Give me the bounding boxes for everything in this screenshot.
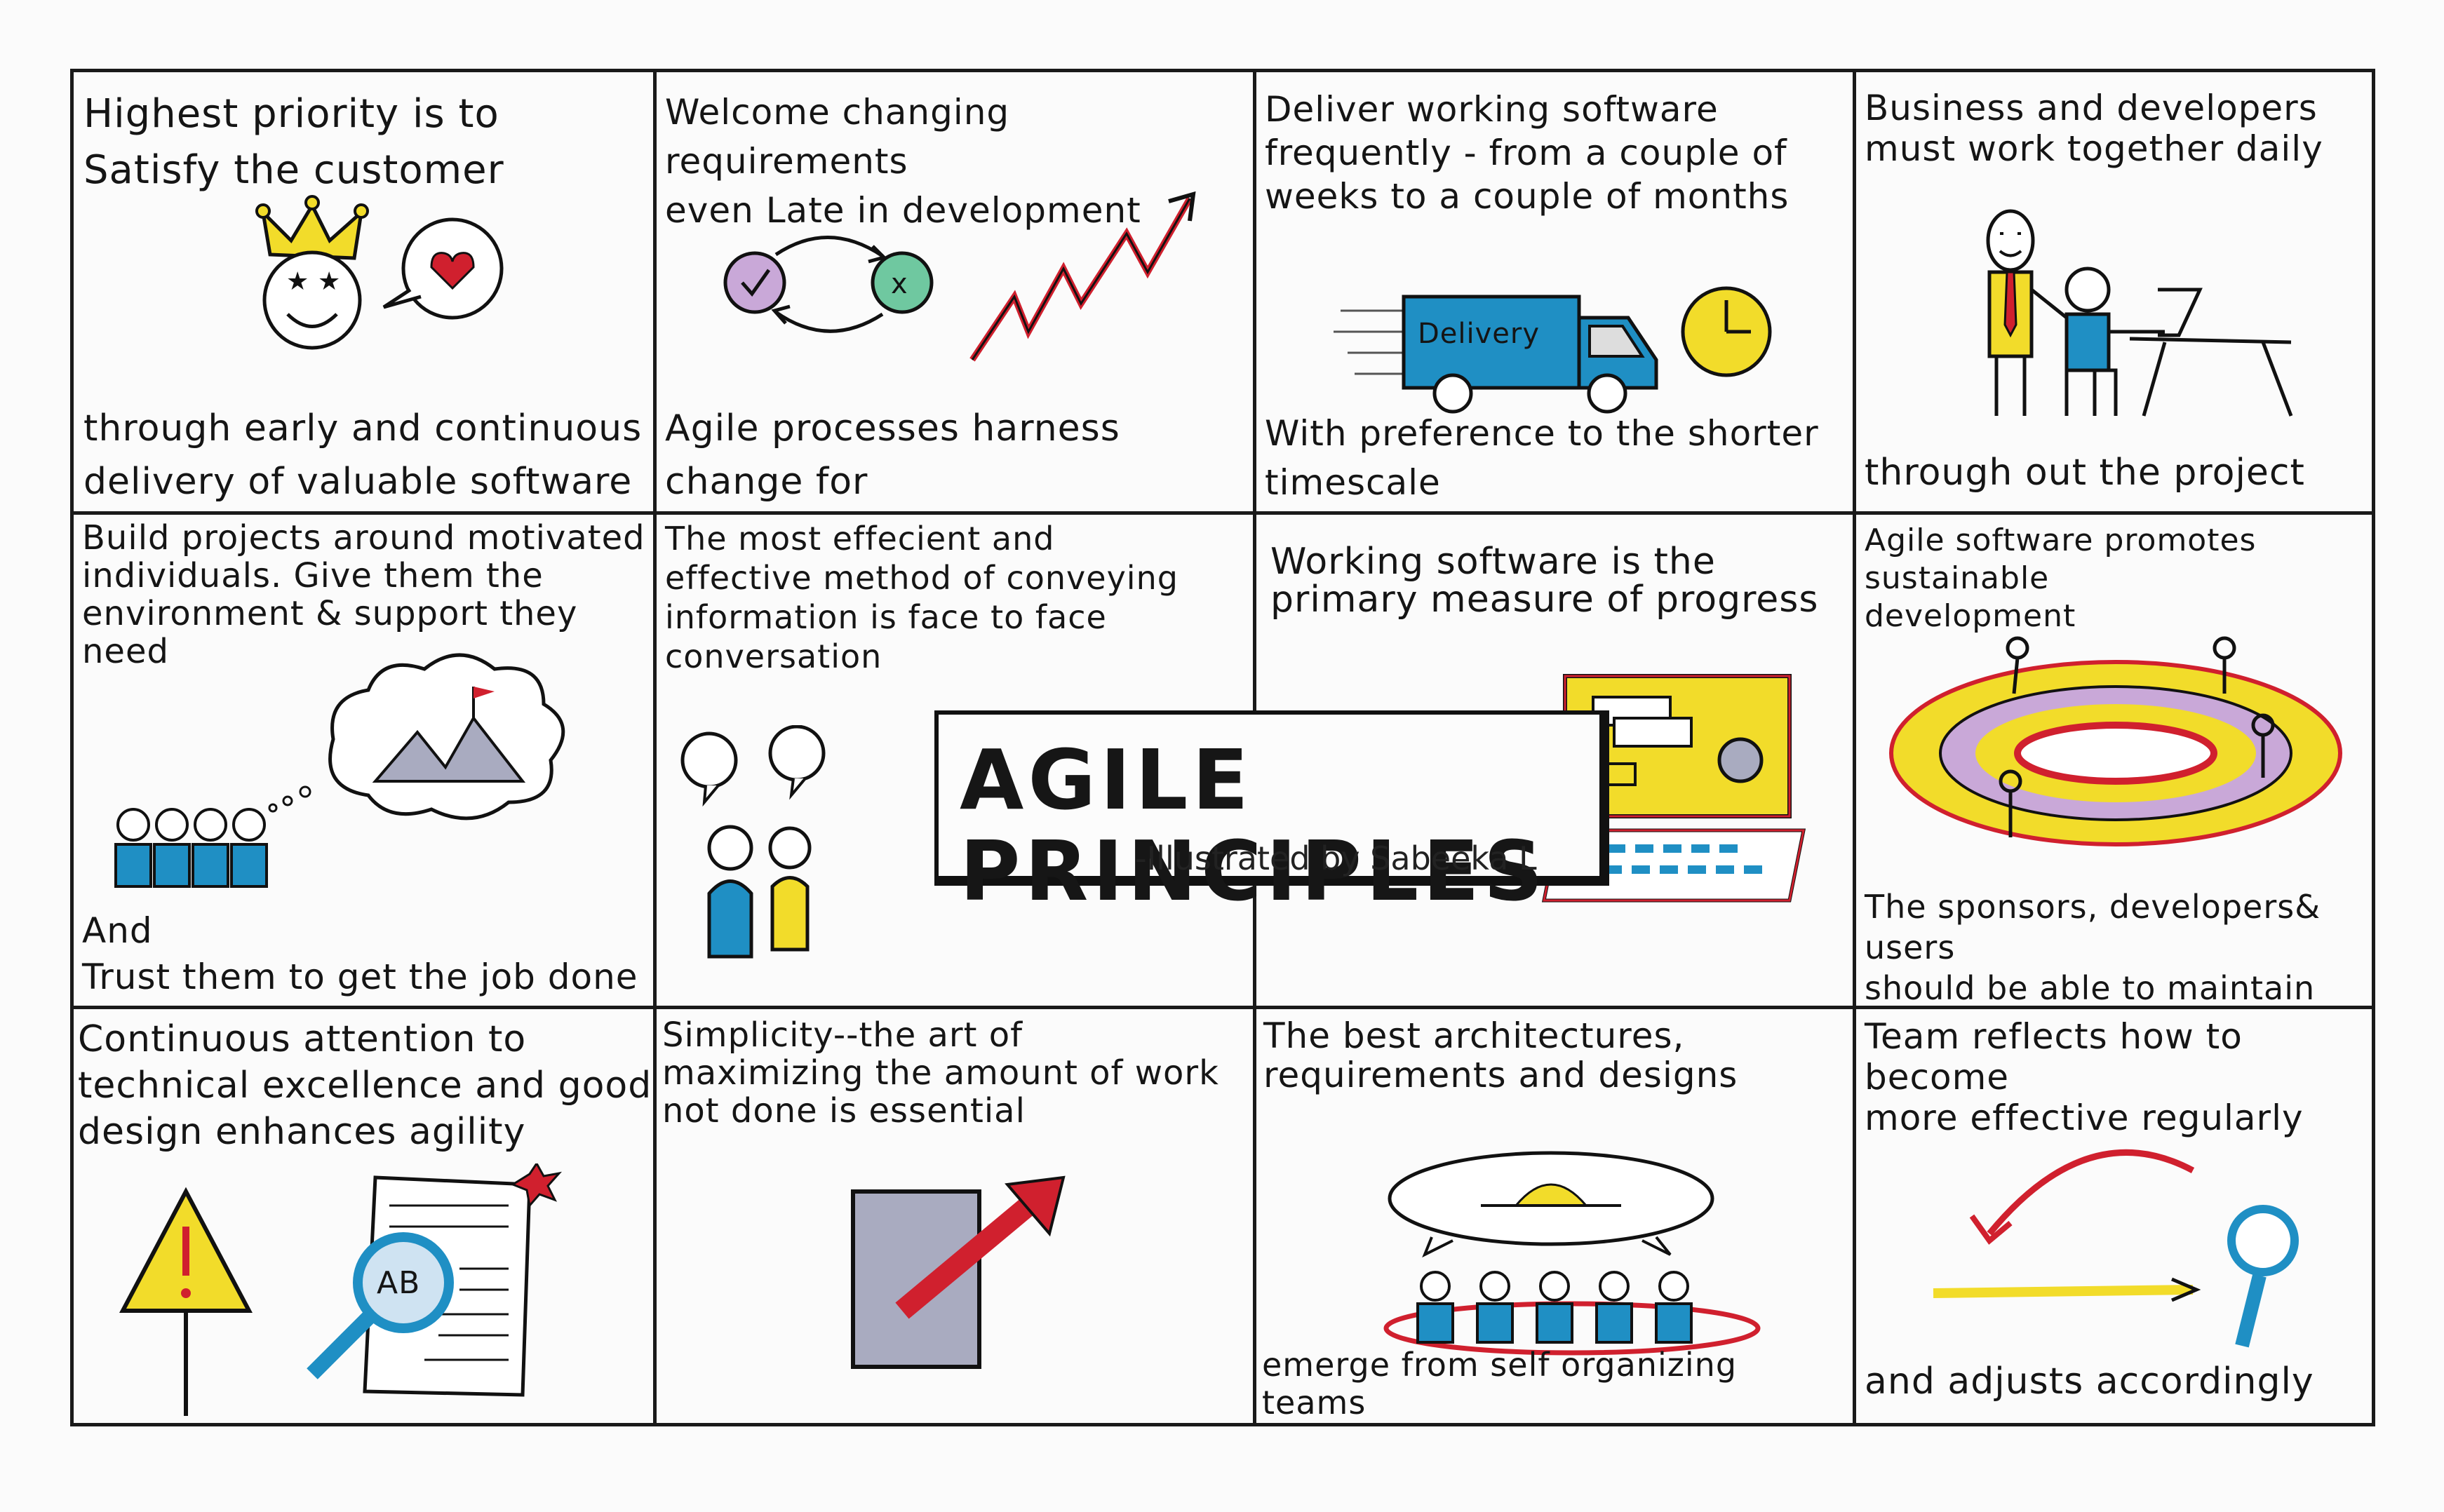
- warning-sign-icon: [119, 1187, 253, 1416]
- reflect-arrow-icon: [1933, 1149, 2299, 1348]
- illustrator-credit: -Illustrated by Sabeeka L: [1135, 839, 1537, 877]
- cell-2-top-text: Welcome changing requirements even Late …: [665, 92, 1141, 231]
- cell-1-bottom-text: through early and continuous delivery of…: [83, 407, 643, 503]
- cell-face-to-face: The most effecient and effective method …: [653, 511, 1256, 1009]
- cell-3-bottom-text: With preference to the shorter timescale: [1265, 413, 1819, 503]
- cell-business-developers: Business and developers must work togeth…: [1853, 69, 2375, 515]
- cell-3-top-text: Deliver working software frequently - fr…: [1265, 89, 1790, 217]
- document-arrow-icon: [851, 1175, 1066, 1369]
- cell-frequent-delivery: Deliver working software frequently - fr…: [1253, 69, 1856, 515]
- cell-technical-excellence: Continuous attention to technical excell…: [70, 1006, 657, 1426]
- truck-label: Delivery: [1418, 318, 1540, 350]
- agile-principles-grid: Highest priority is to Satisfy the custo…: [70, 69, 2375, 1426]
- lens-text: AB: [377, 1265, 421, 1301]
- cell-5-bottom-text: And Trust them to get the job done: [82, 910, 638, 997]
- team-dreaming-icon: [114, 653, 565, 888]
- cell-customer-satisfaction: Highest priority is to Satisfy the custo…: [70, 69, 657, 515]
- cell-reflect-adjust: Team reflects how to become more effecti…: [1853, 1006, 2375, 1426]
- cell-changing-requirements: Welcome changing requirements even Late …: [653, 69, 1256, 515]
- cell-4-top-text: Business and developers must work togeth…: [1865, 88, 2323, 169]
- cell-motivated-individuals: Build projects around motivated individu…: [70, 511, 657, 1009]
- cell-12-top-text: Team reflects how to become more effecti…: [1865, 1016, 2304, 1138]
- cell-6-top-text: The most effecient and effective method …: [665, 520, 1179, 675]
- team-idea-icon: [1383, 1151, 1761, 1356]
- cell-8-top-text: Agile software promotes sustainable deve…: [1865, 522, 2257, 634]
- cell-11-bottom-text: emerge from self organizing teams: [1262, 1346, 1738, 1422]
- magnified-document-icon: [307, 1163, 563, 1397]
- delivery-truck-icon: [1334, 295, 1658, 414]
- cell-simplicity: Simplicity--the art of maximizing the am…: [653, 1006, 1256, 1426]
- cell-10-top-text: Simplicity--the art of maximizing the am…: [662, 1015, 1219, 1130]
- page-title: AGILE PRINCIPLES: [960, 731, 1547, 919]
- cell-8-bottom-text: The sponsors, developers& users should b…: [1865, 888, 2321, 1007]
- cell-7-top-text: Working software is the primary measure …: [1270, 541, 1819, 621]
- cell-11-top-text: The best architectures, requirements and…: [1263, 1015, 1738, 1095]
- running-track-icon: [1889, 636, 2342, 846]
- cell-2-bottom-text: Agile processes harness change for Custo…: [665, 407, 1120, 503]
- clock-icon: [1681, 286, 1772, 377]
- change-cycle-icon: x: [723, 191, 1196, 362]
- business-developer-icon: [1986, 209, 2293, 417]
- cell-4-bottom-text: through out the project: [1865, 452, 2305, 494]
- svg-text:x: x: [891, 268, 908, 300]
- svg-text:★: ★: [318, 267, 340, 296]
- cell-5-top-text: Build projects around motivated individu…: [82, 518, 645, 671]
- cell-sustainable-development: Agile software promotes sustainable deve…: [1853, 511, 2375, 1009]
- cell-12-bottom-text: and adjusts accordingly: [1865, 1361, 2314, 1403]
- conversation-icon: [680, 725, 826, 959]
- cell-self-organizing-teams: The best architectures, requirements and…: [1253, 1006, 1856, 1426]
- cell-9-top-text: Continuous attention to technical excell…: [78, 1018, 652, 1153]
- crowned-smiley-icon: ★ ★: [255, 195, 504, 350]
- cell-1-top-text: Highest priority is to Satisfy the custo…: [83, 91, 504, 193]
- svg-text:★: ★: [286, 267, 309, 296]
- title-box: AGILE PRINCIPLES -Illustrated by Sabeeka…: [934, 710, 1609, 917]
